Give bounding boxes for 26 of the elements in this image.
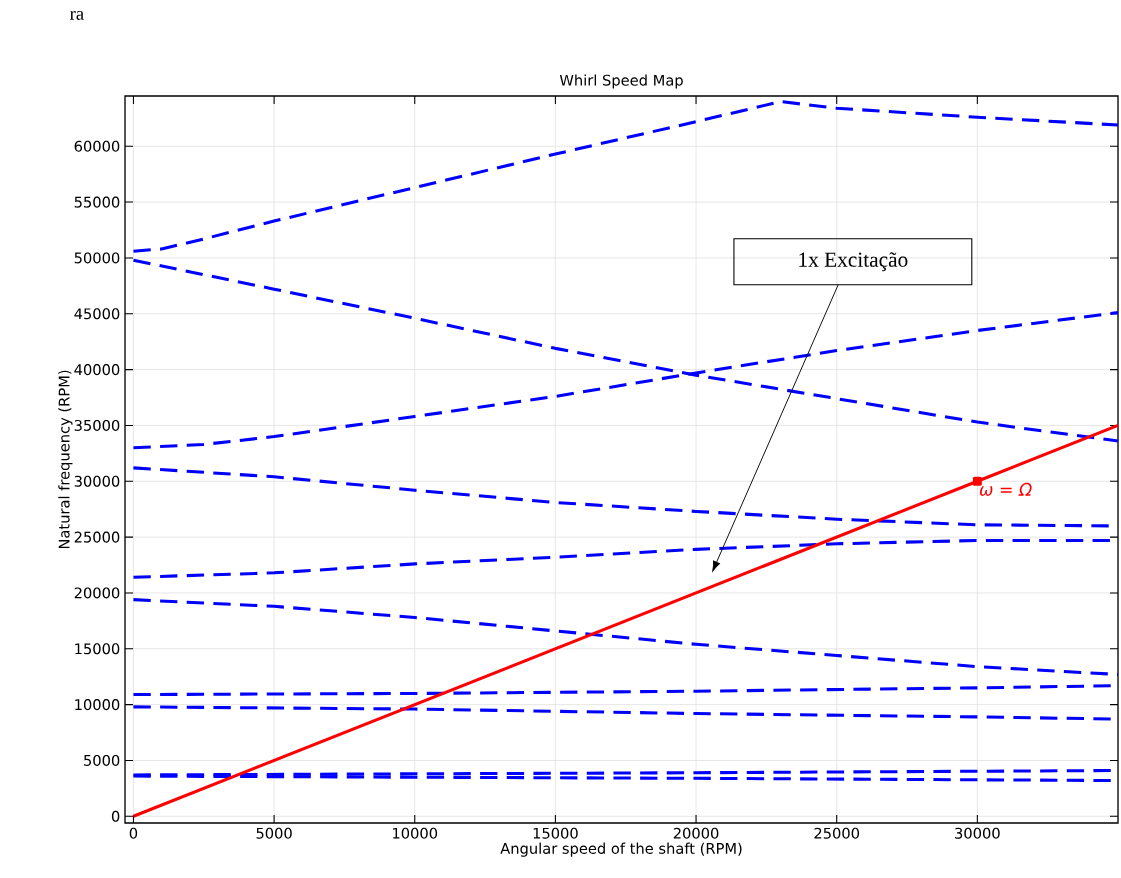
y-tick-label: 15000 xyxy=(75,643,120,655)
series-label: ω = Ω xyxy=(979,482,1032,496)
y-tick-label: 40000 xyxy=(74,364,120,376)
x-tick-label: 25000 xyxy=(814,827,860,839)
text: ra xyxy=(69,10,84,20)
annotation: 1x Excitação xyxy=(799,252,908,272)
y-tick-label: 10000 xyxy=(75,699,120,711)
x-axis-title: Angular speed of the shaft (RPM) xyxy=(500,842,742,857)
x-tick-label: 15000 xyxy=(533,827,578,839)
x-tick-label: 20000 xyxy=(673,827,719,839)
y-axis-title: Natural frequency (RPM) xyxy=(58,370,73,549)
y-tick-label: 20000 xyxy=(74,587,120,599)
x-tick-label: 0 xyxy=(129,827,138,839)
y-tick-label: 0 xyxy=(111,810,120,822)
x-tick-label: 5000 xyxy=(256,827,292,839)
y-tick-label: 55000 xyxy=(74,196,120,208)
y-tick-label: 50000 xyxy=(74,252,120,264)
y-tick-label: 25000 xyxy=(74,531,120,543)
y-tick-label: 60000 xyxy=(74,140,120,152)
y-tick-label: 35000 xyxy=(74,419,120,431)
chart-title: Whirl Speed Map xyxy=(559,74,683,89)
x-tick-label: 10000 xyxy=(393,827,438,839)
y-tick-label: 45000 xyxy=(74,308,120,320)
y-tick-label: 30000 xyxy=(74,475,120,487)
y-tick-label: 5000 xyxy=(84,754,120,766)
x-tick-label: 30000 xyxy=(955,827,1000,839)
